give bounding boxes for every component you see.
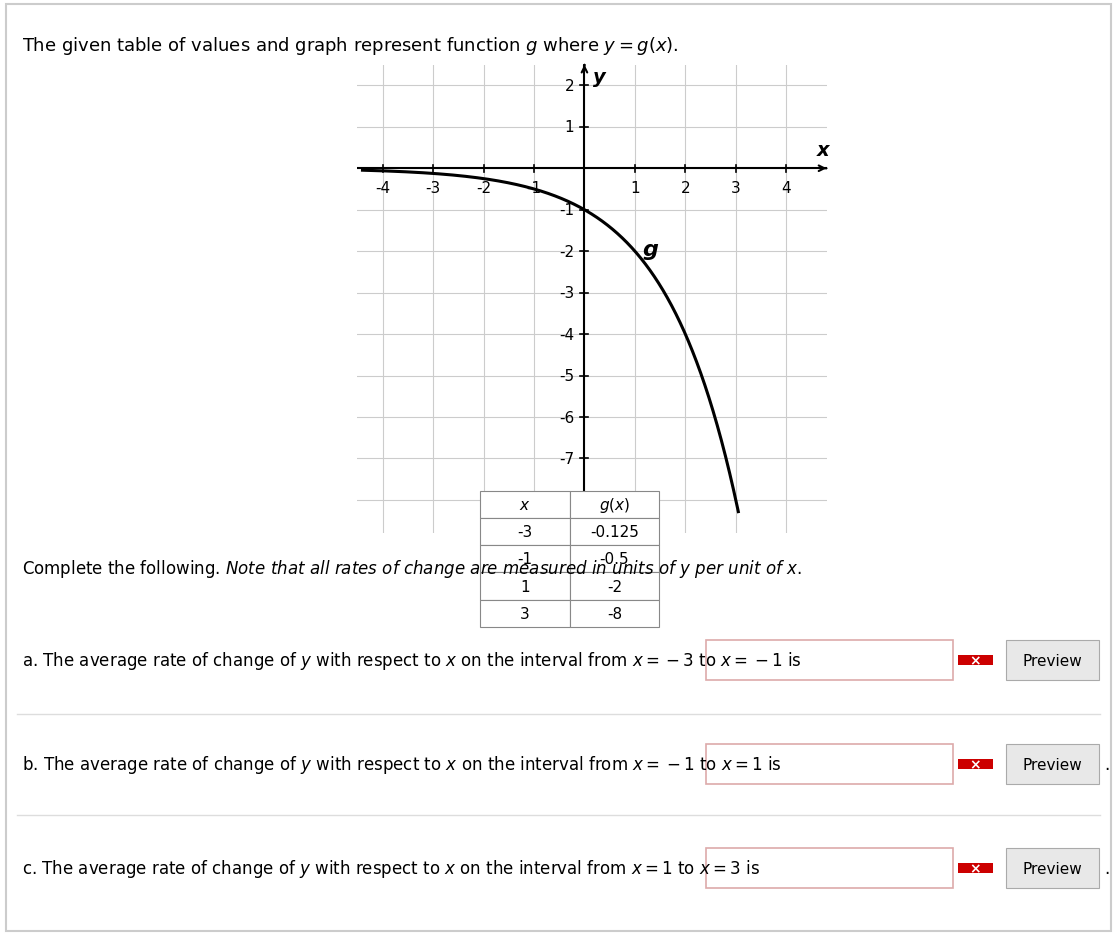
Text: -1: -1 xyxy=(526,181,542,196)
Text: -3: -3 xyxy=(517,524,533,540)
Text: .: . xyxy=(1105,755,1110,773)
Text: -5: -5 xyxy=(560,369,574,384)
Text: ×: × xyxy=(970,861,982,875)
Bar xyxy=(570,573,659,600)
Bar xyxy=(1006,849,1099,888)
Text: -3: -3 xyxy=(426,181,441,196)
Text: -2: -2 xyxy=(476,181,491,196)
Bar xyxy=(570,491,659,519)
Text: -0.125: -0.125 xyxy=(590,524,639,540)
Bar xyxy=(570,519,659,546)
Text: 3: 3 xyxy=(731,181,741,196)
Bar xyxy=(570,600,659,627)
Text: Complete the following. $\mathit{Note\ that\ all\ rates\ of\ change\ are\ measur: Complete the following. $\mathit{Note\ t… xyxy=(22,558,802,579)
Text: ×: × xyxy=(970,757,982,771)
Bar xyxy=(480,491,570,519)
Bar xyxy=(706,745,953,784)
Text: 4: 4 xyxy=(782,181,791,196)
Text: $x$: $x$ xyxy=(519,497,531,513)
Text: -2: -2 xyxy=(607,578,622,594)
Text: -7: -7 xyxy=(560,451,574,466)
Text: -8: -8 xyxy=(560,493,574,508)
Bar xyxy=(958,656,993,665)
Text: Preview: Preview xyxy=(1023,757,1082,772)
Text: 2: 2 xyxy=(680,181,690,196)
Text: -3: -3 xyxy=(560,285,574,300)
Bar xyxy=(480,600,570,627)
Bar xyxy=(480,546,570,573)
Bar xyxy=(706,849,953,888)
Text: ×: × xyxy=(970,653,982,667)
Text: $\boldsymbol{x}$: $\boldsymbol{x}$ xyxy=(817,141,832,160)
Text: 3: 3 xyxy=(521,606,529,622)
Text: -8: -8 xyxy=(607,606,622,622)
Text: 1: 1 xyxy=(630,181,640,196)
Text: -4: -4 xyxy=(560,328,574,343)
Text: -1: -1 xyxy=(517,551,533,567)
Bar xyxy=(480,573,570,600)
Text: 1: 1 xyxy=(565,120,574,135)
Bar xyxy=(480,519,570,546)
Text: -4: -4 xyxy=(375,181,390,196)
Text: $\boldsymbol{g}$: $\boldsymbol{g}$ xyxy=(642,241,660,262)
Bar xyxy=(958,864,993,873)
Text: The given table of values and graph represent function $g$ where $y = g(x)$.: The given table of values and graph repr… xyxy=(22,35,679,57)
Bar xyxy=(1006,641,1099,680)
Text: .: . xyxy=(1105,859,1110,877)
Text: Preview: Preview xyxy=(1023,653,1082,668)
Text: $g(x)$: $g(x)$ xyxy=(599,495,630,515)
Text: 2: 2 xyxy=(565,79,574,94)
Text: b. The average rate of change of $y$ with respect to $x$ on the interval from $x: b. The average rate of change of $y$ wit… xyxy=(22,753,782,776)
Text: -1: -1 xyxy=(560,203,574,218)
Text: a. The average rate of change of $y$ with respect to $x$ on the interval from $x: a. The average rate of change of $y$ wit… xyxy=(22,650,802,672)
Text: c. The average rate of change of $y$ with respect to $x$ on the interval from $x: c. The average rate of change of $y$ wit… xyxy=(22,857,760,880)
Text: -6: -6 xyxy=(560,410,574,425)
Bar xyxy=(570,546,659,573)
Text: $\boldsymbol{y}$: $\boldsymbol{y}$ xyxy=(592,69,608,89)
Bar xyxy=(706,641,953,680)
Bar xyxy=(1006,745,1099,784)
Text: -0.5: -0.5 xyxy=(600,551,629,567)
Text: -2: -2 xyxy=(560,244,574,259)
Text: 1: 1 xyxy=(521,578,529,594)
Text: Preview: Preview xyxy=(1023,861,1082,876)
Bar xyxy=(958,760,993,769)
